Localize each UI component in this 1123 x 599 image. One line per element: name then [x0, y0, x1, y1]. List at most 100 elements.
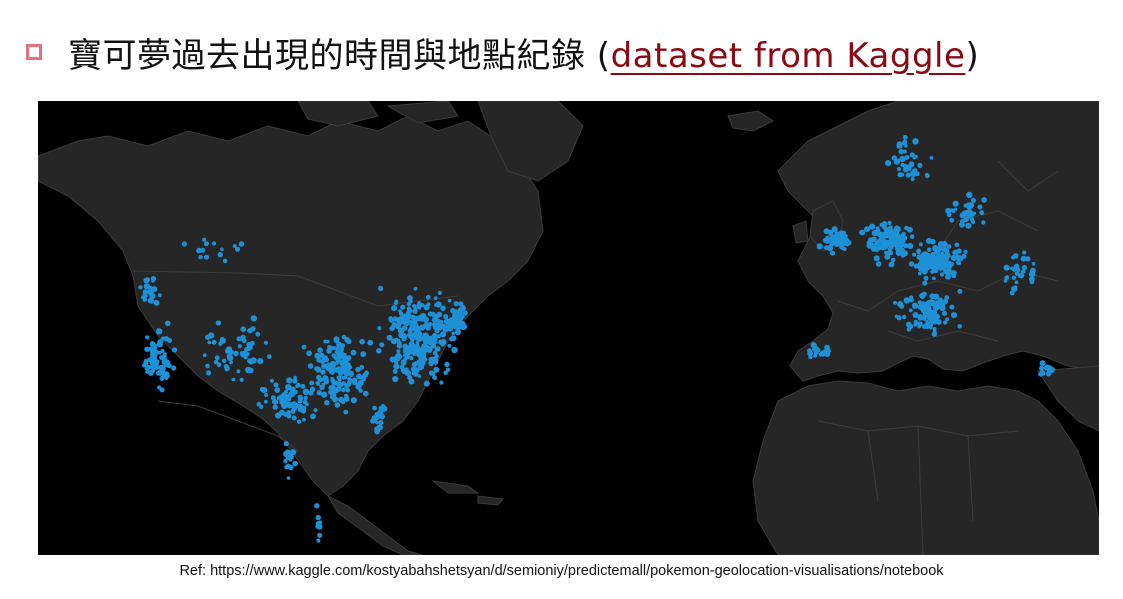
sighting-point	[198, 255, 203, 260]
sighting-point	[909, 152, 915, 158]
sighting-point	[283, 459, 288, 464]
sighting-point	[966, 191, 973, 199]
sighting-point	[149, 349, 154, 354]
sighting-point	[965, 222, 972, 229]
sighting-point	[335, 386, 342, 392]
sighting-point	[458, 301, 464, 307]
sighting-point	[931, 252, 935, 256]
sighting-point	[378, 285, 384, 291]
sighting-point	[868, 242, 875, 249]
sighting-point	[402, 336, 407, 341]
sighting-point	[407, 308, 413, 314]
sighting-point	[404, 321, 409, 327]
sighting-point	[902, 134, 908, 140]
sighting-point	[423, 333, 430, 339]
sightings-map[interactable]	[38, 101, 1099, 555]
sighting-point	[903, 297, 911, 304]
sighting-point	[155, 370, 161, 376]
sighting-point	[946, 271, 951, 276]
sighting-point	[408, 348, 415, 355]
sighting-point	[388, 317, 395, 323]
sighting-point	[899, 303, 905, 309]
sighting-point	[315, 366, 322, 373]
sighting-point	[434, 303, 438, 307]
sighting-point	[451, 346, 458, 354]
sighting-point	[375, 420, 379, 425]
sighting-point	[238, 241, 245, 247]
sighting-point	[205, 363, 210, 369]
sighting-point	[1009, 290, 1015, 296]
sighting-point	[947, 254, 951, 258]
sighting-point	[1022, 250, 1027, 255]
sighting-point	[1031, 261, 1036, 266]
sighting-point	[296, 419, 302, 424]
sighting-point	[952, 250, 958, 255]
sighting-point	[418, 347, 424, 352]
sighting-point	[171, 365, 177, 371]
sighting-point	[281, 403, 286, 408]
sighting-point	[394, 337, 398, 342]
sighting-point	[220, 336, 225, 342]
sighting-point	[346, 338, 352, 345]
sighting-point	[344, 372, 349, 377]
sighting-point	[255, 331, 261, 337]
sighting-point	[970, 197, 977, 203]
sighting-point	[888, 263, 893, 267]
sighting-point	[286, 397, 292, 402]
sighting-point	[342, 356, 349, 363]
sighting-point	[900, 162, 905, 168]
sighting-point	[286, 377, 293, 384]
sighting-point	[259, 404, 264, 409]
sighting-point	[918, 267, 923, 272]
sighting-point	[157, 385, 162, 390]
sighting-point	[408, 341, 415, 348]
sighting-point	[293, 375, 298, 380]
sighting-point	[898, 148, 904, 155]
sighting-point	[205, 334, 211, 340]
sighting-point	[250, 341, 255, 346]
sighting-point	[359, 364, 365, 370]
land-masses	[38, 101, 1099, 555]
sighting-point	[440, 339, 447, 345]
sighting-point	[341, 400, 346, 405]
sighting-point	[145, 335, 150, 340]
sighting-point	[895, 245, 902, 252]
sighting-point	[245, 366, 252, 374]
dataset-link[interactable]: dataset from Kaggle	[610, 35, 966, 76]
sighting-point	[336, 354, 342, 360]
sighting-point	[869, 223, 876, 230]
sighting-point	[1029, 276, 1035, 282]
sighting-point	[418, 324, 426, 331]
sighting-point	[316, 390, 322, 396]
sighting-point	[981, 197, 987, 203]
sighting-point	[945, 207, 952, 214]
sighting-point	[415, 341, 420, 345]
sighting-point	[893, 300, 897, 305]
sighting-point	[321, 363, 327, 369]
sighting-point	[303, 388, 309, 394]
sighting-point	[932, 306, 937, 310]
sighting-point	[945, 273, 951, 280]
arctic-islands-land	[297, 101, 459, 127]
sighting-point	[899, 238, 906, 245]
sighting-point	[274, 387, 281, 393]
sighting-point	[428, 360, 434, 367]
sighting-point	[910, 177, 915, 182]
sighting-point	[913, 263, 920, 269]
sighting-point	[333, 336, 340, 343]
sighting-point	[338, 382, 343, 387]
sighting-point	[157, 293, 162, 298]
sighting-point	[291, 415, 297, 421]
sighting-point	[398, 311, 404, 316]
sighting-point	[912, 138, 919, 145]
sighting-point	[912, 312, 919, 318]
sighting-point	[1010, 266, 1014, 271]
sighting-point	[323, 339, 328, 344]
sighting-point	[939, 272, 945, 277]
sighting-point	[211, 339, 217, 345]
sighting-point	[332, 346, 337, 350]
sighting-point	[316, 524, 323, 530]
sighting-point	[425, 325, 431, 331]
sighting-point	[963, 249, 968, 254]
sighting-point	[435, 346, 441, 352]
